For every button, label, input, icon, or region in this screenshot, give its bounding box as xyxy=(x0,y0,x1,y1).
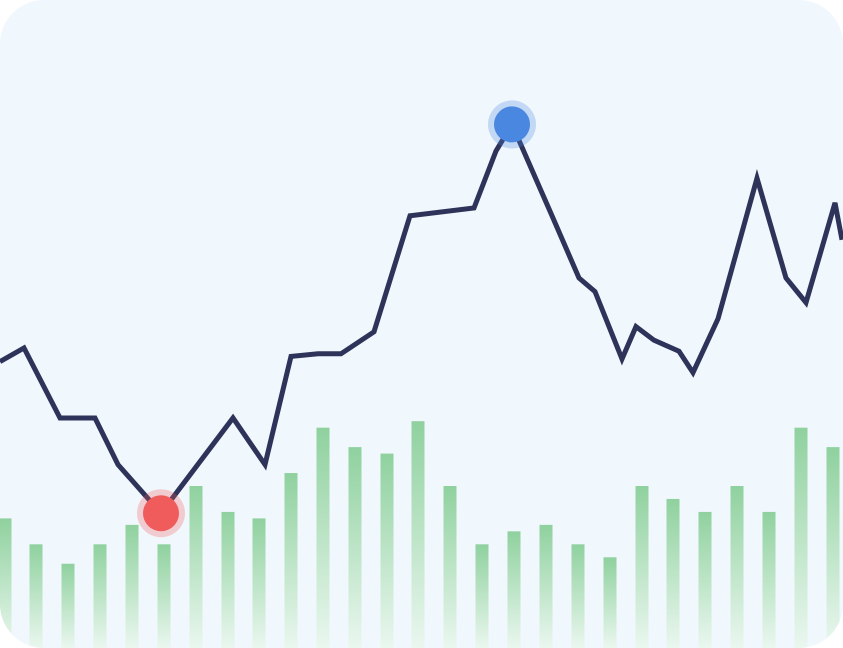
volume-bar xyxy=(666,498,680,648)
volume-bar xyxy=(189,486,203,648)
volume-bar xyxy=(826,447,840,648)
min-point-marker xyxy=(137,489,185,538)
max-point-dot xyxy=(494,106,530,143)
max-point-marker xyxy=(488,100,536,149)
markers-group xyxy=(137,100,536,538)
volume-bar xyxy=(125,524,139,648)
volume-bar xyxy=(0,518,12,648)
volume-bar xyxy=(252,518,266,648)
min-point-dot xyxy=(143,495,179,532)
volume-bar xyxy=(635,486,649,648)
volume-bars xyxy=(0,421,840,648)
volume-bar xyxy=(603,557,617,648)
volume-bar xyxy=(762,511,776,648)
volume-bar xyxy=(348,447,362,648)
volume-bar xyxy=(61,563,75,648)
volume-bar xyxy=(475,544,489,648)
volume-bar xyxy=(794,427,808,648)
volume-bar xyxy=(380,453,394,648)
volume-bar xyxy=(507,531,521,648)
volume-bar xyxy=(29,544,43,648)
volume-bar xyxy=(730,486,744,648)
volume-bar xyxy=(93,544,107,648)
volume-bar xyxy=(698,511,712,648)
volume-bar xyxy=(221,511,235,648)
volume-bar xyxy=(571,544,585,648)
volume-bar xyxy=(316,427,330,648)
volume-bar xyxy=(284,473,298,648)
volume-bar xyxy=(443,486,457,648)
volume-bar xyxy=(539,524,553,648)
volume-bar xyxy=(411,421,425,648)
volume-bar xyxy=(157,544,171,648)
